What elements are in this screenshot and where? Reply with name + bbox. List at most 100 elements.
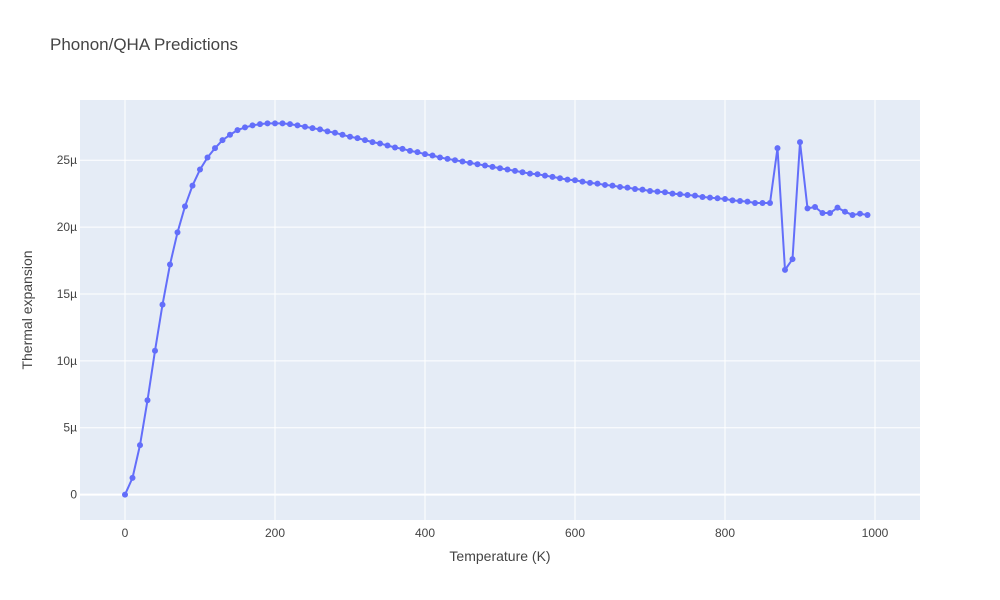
data-point[interactable] [339,131,346,138]
data-point[interactable] [444,155,451,162]
data-point[interactable] [309,125,316,132]
data-point[interactable] [527,170,533,177]
data-point[interactable] [617,183,623,190]
data-point[interactable] [669,190,676,197]
data-point[interactable] [294,122,301,129]
data-point[interactable] [189,182,196,189]
data-point[interactable] [422,151,428,158]
data-point[interactable] [624,184,631,191]
data-point[interactable] [729,197,736,204]
data-point[interactable] [122,491,128,498]
data-point[interactable] [572,177,578,184]
data-point[interactable] [557,175,563,182]
data-point[interactable] [287,121,293,128]
data-point[interactable] [317,126,323,133]
data-point[interactable] [564,176,571,183]
data-point[interactable] [819,210,826,217]
data-point[interactable] [827,210,833,217]
data-point[interactable] [534,171,541,178]
data-point[interactable] [152,347,158,354]
data-point[interactable] [744,198,751,205]
data-point[interactable] [144,397,151,404]
data-point[interactable] [684,191,691,198]
data-point[interactable] [759,199,766,206]
data-point[interactable] [752,199,758,206]
data-point[interactable] [234,127,241,134]
data-point[interactable] [167,261,173,268]
data-point[interactable] [737,197,743,204]
data-point[interactable] [279,120,286,127]
data-point[interactable] [797,139,803,146]
data-point[interactable] [467,159,473,166]
data-point[interactable] [789,256,796,263]
data-point[interactable] [774,145,781,152]
data-point[interactable] [714,195,721,202]
data-point[interactable] [842,208,848,215]
data-point[interactable] [482,162,488,169]
data-point[interactable] [272,120,278,127]
data-point[interactable] [542,172,548,179]
data-point[interactable] [707,194,713,201]
data-point[interactable] [407,147,413,154]
data-point[interactable] [699,193,706,200]
data-point[interactable] [219,137,226,144]
data-point[interactable] [182,203,188,210]
data-point[interactable] [242,124,248,131]
data-point[interactable] [384,142,391,149]
data-point[interactable] [609,182,616,189]
data-point[interactable] [459,158,466,165]
data-point[interactable] [654,188,661,195]
data-point[interactable] [662,189,668,196]
data-point[interactable] [677,191,683,198]
data-point[interactable] [812,204,818,211]
data-point[interactable] [332,129,338,136]
data-point[interactable] [429,152,436,159]
data-point[interactable] [369,139,376,146]
data-point[interactable] [197,166,203,173]
data-point[interactable] [497,165,503,172]
data-point[interactable] [347,133,353,140]
data-point[interactable] [512,167,518,174]
data-point[interactable] [782,266,788,273]
data-point[interactable] [489,163,496,170]
data-point[interactable] [452,157,458,164]
data-point[interactable] [392,144,398,151]
data-point[interactable] [594,180,601,187]
data-point[interactable] [474,161,481,168]
data-point[interactable] [864,212,871,219]
data-point[interactable] [399,145,406,152]
data-point[interactable] [587,179,593,186]
data-point[interactable] [647,187,653,194]
data-point[interactable] [204,154,211,161]
data-point[interactable] [834,204,841,211]
data-point[interactable] [602,181,608,188]
data-point[interactable] [362,137,368,144]
data-point[interactable] [414,149,421,156]
data-point[interactable] [849,212,856,219]
data-point[interactable] [579,178,586,185]
data-point[interactable] [129,474,136,481]
data-point[interactable] [212,145,218,152]
data-point[interactable] [437,154,443,161]
data-point[interactable] [549,173,556,180]
data-point[interactable] [137,442,143,449]
data-point[interactable] [519,169,526,176]
data-point[interactable] [857,210,863,217]
data-point[interactable] [174,229,181,236]
data-point[interactable] [227,131,233,138]
data-point[interactable] [264,120,271,127]
data-point[interactable] [302,123,308,130]
data-point[interactable] [324,128,331,135]
data-point[interactable] [159,301,166,308]
data-point[interactable] [804,205,811,212]
data-point[interactable] [377,140,383,147]
data-point[interactable] [692,192,698,199]
data-point[interactable] [249,122,256,129]
data-point[interactable] [632,185,638,192]
data-point[interactable] [257,121,263,128]
data-point[interactable] [639,186,646,193]
data-point[interactable] [354,135,361,142]
data-point[interactable] [504,166,511,173]
data-point[interactable] [722,195,728,202]
data-point[interactable] [767,199,773,206]
